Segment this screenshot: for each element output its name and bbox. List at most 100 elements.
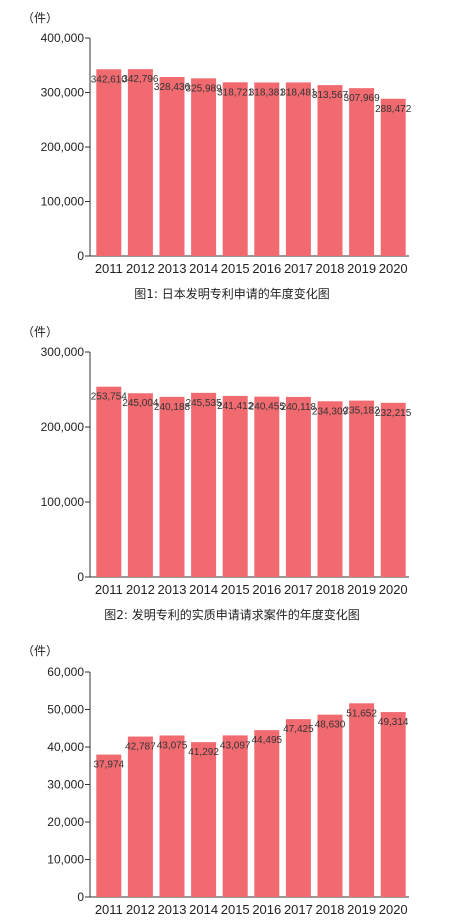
- bar-2013: [159, 77, 185, 256]
- x-tick-label: 2015: [221, 582, 250, 597]
- x-tick-label: 2020: [379, 902, 408, 917]
- data-label: 342,610: [91, 74, 128, 85]
- data-label: 253,754: [91, 392, 128, 403]
- bar-chart-2: （件） 0 100,000 200,000 300,000 253,754 2011 245,…: [22, 325, 412, 622]
- x-tick-label: 2016: [252, 582, 281, 597]
- y-tick-label: 0: [77, 890, 84, 904]
- x-tick-label: 2012: [126, 582, 155, 597]
- data-label: 234,309: [312, 406, 349, 417]
- bar-chart-1: （件） 0 100,000 200,000 300,000 400,000 342,610 2…: [22, 11, 412, 301]
- x-tick-label: 2017: [284, 902, 313, 917]
- bar-2018: [317, 714, 343, 897]
- data-label: 43,075: [157, 740, 188, 751]
- bar-2020: [380, 712, 406, 897]
- data-label: 318,381: [249, 87, 286, 98]
- y-tick-label: 300,000: [41, 86, 85, 100]
- x-tick-label: 2013: [158, 902, 187, 917]
- data-label: 288,472: [375, 104, 412, 115]
- data-label: 47,425: [283, 724, 314, 735]
- y-tick-label: 60,000: [47, 665, 84, 679]
- data-label: 232,215: [375, 408, 412, 419]
- y-tick-label: 100,000: [41, 495, 85, 509]
- data-label: 240,118: [281, 402, 317, 413]
- bar-2014: [191, 742, 217, 897]
- bar-2016: [254, 396, 280, 577]
- bar-2019: [349, 400, 375, 577]
- figure-caption: 图1: 日本发明专利申请的年度变化图: [134, 286, 330, 301]
- bar-2015: [222, 395, 248, 577]
- data-label: 313,567: [312, 90, 349, 101]
- x-tick-label: 2015: [221, 261, 250, 276]
- data-label: 37,974: [94, 760, 125, 771]
- data-label: 42,787: [125, 742, 156, 753]
- bar-2017: [285, 719, 311, 897]
- x-tick-label: 2011: [95, 582, 123, 597]
- x-tick-label: 2011: [95, 902, 123, 917]
- unit-label: （件）: [22, 325, 58, 339]
- x-tick-label: 2020: [379, 261, 408, 276]
- y-tick-label: 20,000: [47, 815, 84, 829]
- bar-2011: [96, 69, 122, 256]
- y-tick-label: 50,000: [47, 703, 84, 717]
- x-tick-label: 2020: [379, 582, 408, 597]
- data-label: 245,535: [186, 398, 223, 409]
- bar-2015: [222, 82, 248, 256]
- data-label: 240,188: [154, 402, 191, 413]
- bar-2015: [222, 735, 248, 897]
- bar-2020: [380, 98, 406, 256]
- data-label: 51,652: [346, 708, 377, 719]
- bar-2014: [191, 78, 217, 256]
- y-tick-label: 0: [77, 570, 84, 584]
- data-label: 241,412: [217, 401, 254, 412]
- x-tick-label: 2012: [126, 902, 155, 917]
- y-tick-label: 0: [77, 249, 84, 263]
- x-tick-label: 2019: [347, 582, 376, 597]
- bar-2011: [96, 386, 122, 577]
- data-label: 318,721: [217, 87, 254, 98]
- bar-2014: [191, 392, 217, 577]
- x-tick-label: 2014: [189, 902, 218, 917]
- bar-2012: [127, 736, 153, 897]
- data-label: 240,455: [249, 402, 286, 413]
- data-label: 325,989: [186, 83, 223, 94]
- data-label: 43,097: [220, 740, 251, 751]
- x-tick-label: 2013: [158, 261, 187, 276]
- x-tick-label: 2013: [158, 582, 187, 597]
- x-tick-label: 2012: [126, 261, 155, 276]
- bar-2016: [254, 82, 280, 256]
- unit-label: （件）: [22, 644, 58, 658]
- x-tick-label: 2018: [316, 582, 345, 597]
- bar-2018: [317, 85, 343, 256]
- data-label: 41,292: [188, 747, 219, 758]
- bar-2020: [380, 402, 406, 577]
- x-tick-label: 2019: [347, 261, 376, 276]
- x-tick-label: 2017: [284, 261, 313, 276]
- data-label: 328,436: [154, 82, 191, 93]
- bar-2013: [159, 735, 185, 897]
- y-tick-label: 10,000: [47, 853, 84, 867]
- x-tick-label: 2017: [284, 582, 313, 597]
- bar-2019: [349, 88, 375, 257]
- x-tick-label: 2015: [221, 902, 250, 917]
- x-tick-label: 2014: [189, 261, 218, 276]
- bar-2019: [349, 703, 375, 897]
- y-tick-label: 200,000: [41, 140, 85, 154]
- data-label: 307,969: [344, 93, 381, 104]
- data-label: 318,481: [280, 87, 317, 98]
- bar-2012: [127, 393, 153, 577]
- data-label: 342,796: [122, 74, 159, 85]
- x-tick-label: 2019: [347, 902, 376, 917]
- data-label: 245,004: [122, 398, 159, 409]
- data-label: 49,314: [378, 717, 409, 728]
- y-tick-label: 200,000: [41, 420, 85, 434]
- bar-2018: [317, 401, 343, 577]
- bar-2013: [159, 396, 185, 577]
- data-label: 44,495: [252, 735, 283, 746]
- x-tick-label: 2016: [252, 261, 281, 276]
- x-tick-label: 2016: [252, 902, 281, 917]
- x-tick-label: 2014: [189, 582, 218, 597]
- x-tick-label: 2011: [95, 261, 123, 276]
- data-label: 235,182: [344, 406, 381, 417]
- unit-label: （件）: [22, 11, 58, 25]
